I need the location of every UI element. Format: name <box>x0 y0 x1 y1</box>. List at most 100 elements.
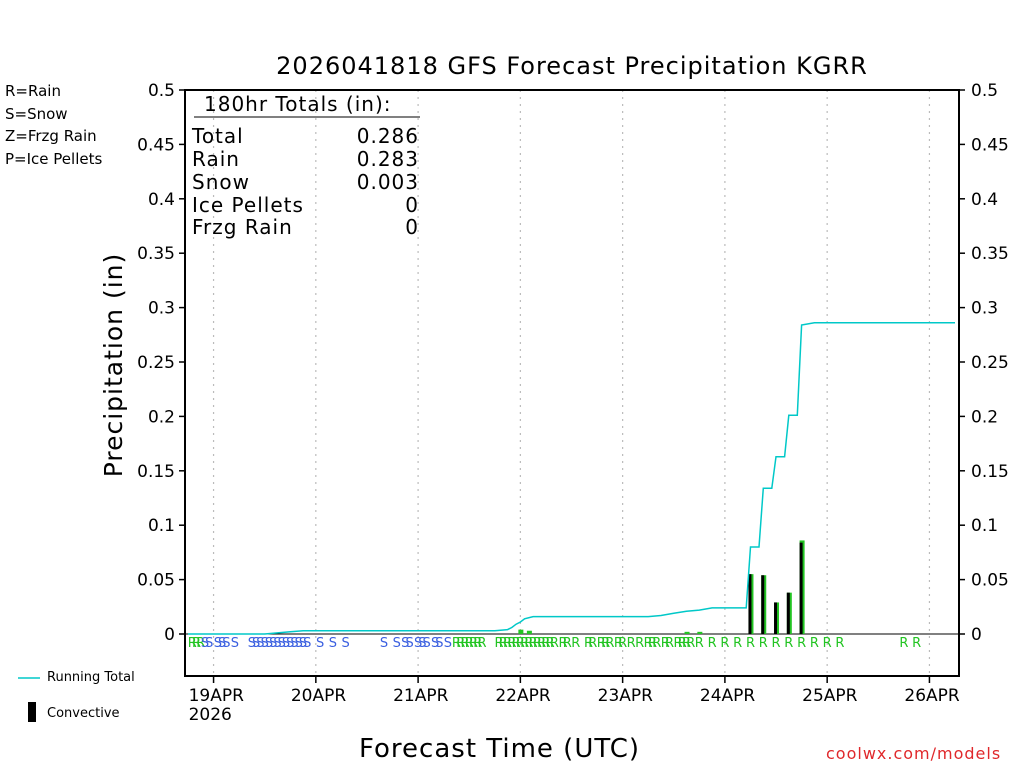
ptype-marker: R <box>507 636 516 651</box>
ptype-marker: S <box>205 636 213 651</box>
ptype-marker: S <box>329 636 337 651</box>
y-tick-label-left: 0.1 <box>148 516 175 536</box>
interval-bar <box>684 631 690 634</box>
ptype-marker: R <box>546 636 555 651</box>
y-axis-right: 0 0.05 0.1 0.15 0.2 0.25 0.3 0.35 0.4 0.45 0.5 <box>959 81 1009 645</box>
ptype-marker: R <box>733 636 742 651</box>
ptype-marker: R <box>708 636 717 651</box>
ptype-marker: R <box>477 636 486 651</box>
ptype-marker: S <box>282 636 290 651</box>
y-tick-label-right: 0.25 <box>971 353 1009 373</box>
y-tick-label-left: 0.5 <box>148 81 175 101</box>
x-tick-label: 22APR <box>495 686 551 706</box>
ptype-marker: R <box>495 636 504 651</box>
x-tick-label: 20APR <box>291 686 347 706</box>
ptype-marker: R <box>674 636 683 651</box>
y-tick-label-right: 0.05 <box>971 571 1009 591</box>
ptype-marker: R <box>188 636 197 651</box>
x-tick-label: 21APR <box>393 686 449 706</box>
y-tick-label-left: 0.45 <box>137 135 175 155</box>
plot-frame <box>184 89 960 677</box>
legend-convective-swatch <box>28 702 36 722</box>
ptype-marker: R <box>533 636 542 651</box>
ptype-marker: R <box>772 636 781 651</box>
totals-value-total: 0.286 <box>356 124 419 148</box>
ptype-marker: R <box>452 636 461 651</box>
ptype-marker: S <box>316 636 324 651</box>
y-tick-label-right: 0.35 <box>971 244 1009 264</box>
totals-value-rain: 0.283 <box>356 147 419 171</box>
ptype-marker: R <box>588 636 597 651</box>
ptype-marker: R <box>614 636 623 651</box>
ptype-marker: R <box>618 636 627 651</box>
ptype-marker: R <box>512 636 521 651</box>
ptype-marker: R <box>563 636 572 651</box>
grid-lines <box>185 90 959 676</box>
ptype-marker: S <box>290 636 298 651</box>
ptype-marker: R <box>720 636 729 651</box>
totals-label-snow: Snow <box>192 170 250 194</box>
ptype-marker: R <box>584 636 593 651</box>
ptype-marker: S <box>214 636 222 651</box>
ptype-marker: R <box>912 636 921 651</box>
ptype-marker: R <box>678 636 687 651</box>
x-tick-year: 2026 <box>189 705 232 725</box>
legend-snow: S=Snow <box>5 105 68 123</box>
ptype-marker: S <box>222 636 230 651</box>
ptype-marker: S <box>435 636 443 651</box>
totals-heading: 180hr Totals (in): <box>204 92 392 116</box>
y-tick-label-right: 0.45 <box>971 135 1009 155</box>
ptype-marker: R <box>635 636 644 651</box>
ptype-marker: R <box>605 636 614 651</box>
site-credit[interactable]: coolwx.com/models <box>826 744 1002 763</box>
legend-frzg-rain: Z=Frzg Rain <box>5 127 97 145</box>
convective-bar <box>748 574 752 634</box>
convective-bar <box>786 592 790 634</box>
ptype-marker: R <box>196 636 205 651</box>
ptype-marker: S <box>431 636 439 651</box>
y-tick-label-right: 0.1 <box>971 516 998 536</box>
interval-bar <box>697 631 703 634</box>
y-tick-label-right: 0.2 <box>971 407 998 427</box>
interval-bar <box>518 629 524 634</box>
ptype-marker: R <box>835 636 844 651</box>
ptype-marker: R <box>558 636 567 651</box>
ptype-marker: S <box>303 636 311 651</box>
y-tick-label-right: 0 <box>971 625 982 645</box>
ptype-marker: R <box>192 636 201 651</box>
ptype-marker: S <box>295 636 303 651</box>
ptype-marker: R <box>520 636 529 651</box>
ptype-marker: R <box>652 636 661 651</box>
y-tick-label-left: 0.4 <box>148 190 175 210</box>
ptype-marker: R <box>597 636 606 651</box>
ptype-marker: S <box>393 636 401 651</box>
ptype-marker: R <box>529 636 538 651</box>
totals-value-frzg-rain: 0 <box>405 215 419 239</box>
ptype-marker: R <box>682 636 691 651</box>
totals-label-rain: Rain <box>192 147 240 171</box>
ptype-marker: R <box>665 636 674 651</box>
ptype-marker: S <box>401 636 409 651</box>
ptype-marker: S <box>380 636 388 651</box>
legend-ice-pellets: P=Ice Pellets <box>5 150 103 168</box>
ptype-marker: S <box>218 636 226 651</box>
ptype-marker: R <box>759 636 768 651</box>
ptype-marker: S <box>414 636 422 651</box>
ptype-marker: S <box>405 636 413 651</box>
ptype-marker: S <box>422 636 430 651</box>
convective-bars <box>748 542 803 634</box>
ptype-marker: R <box>537 636 546 651</box>
ptype-marker: R <box>746 636 755 651</box>
ptype-marker: R <box>550 636 559 651</box>
totals-label-ice-pellets: Ice Pellets <box>192 193 304 217</box>
y-tick-label-left: 0.2 <box>148 407 175 427</box>
chart-title: 2026041818 GFS Forecast Precipitation KG… <box>276 52 868 80</box>
y-tick-label-left: 0.15 <box>137 462 175 482</box>
ptype-marker: R <box>473 636 482 651</box>
ptype-marker: R <box>571 636 580 651</box>
y-axis-left: 0 0.05 0.1 0.15 0.2 0.25 0.3 0.35 0.4 0.45 0.5 <box>137 81 185 645</box>
y-tick-label-left: 0.05 <box>137 571 175 591</box>
ptype-marker: S <box>265 636 273 651</box>
y-tick-label-left: 0 <box>164 625 175 645</box>
